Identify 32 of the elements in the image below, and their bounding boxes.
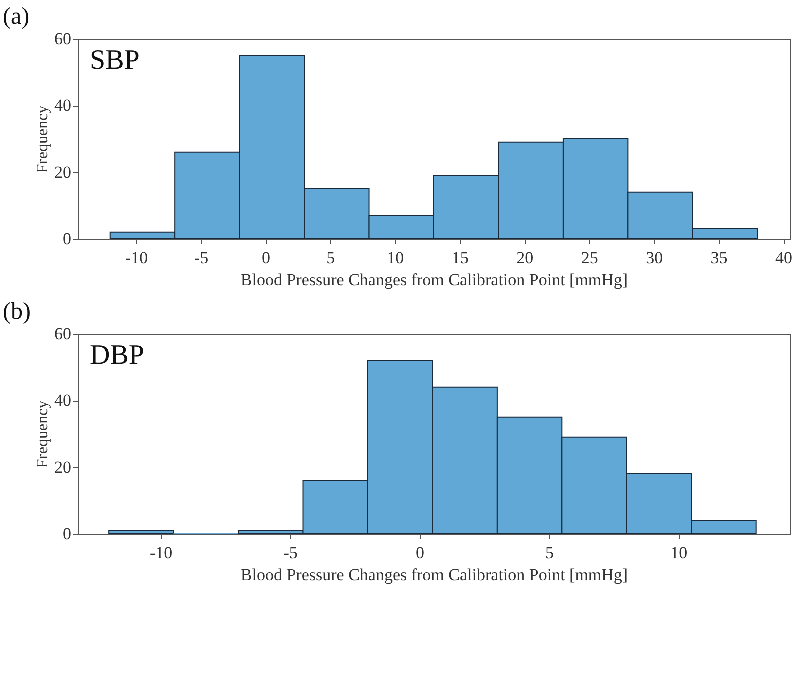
y-tick-label: 20: [54, 162, 72, 182]
x-tick-label: 40: [776, 248, 793, 268]
x-axis-title: Blood Pressure Changes from Calibration Point [mmHg]: [240, 566, 628, 584]
y-tick-label: 40: [54, 96, 72, 116]
x-axis-title: Blood Pressure Changes from Calibration Point [mmHg]: [240, 270, 628, 290]
y-tick-label: 60: [54, 30, 72, 48]
x-tick-label: 15: [452, 248, 469, 268]
x-tick-label: -10: [150, 544, 173, 562]
y-tick-label: 40: [54, 391, 72, 410]
x-tick-label: 35: [710, 248, 728, 268]
y-axis-title: Frequency: [34, 400, 52, 468]
y-axis-title: Frequency: [34, 106, 52, 174]
y-tick-label: 0: [63, 524, 72, 544]
y-tick-label: 0: [63, 230, 72, 248]
annotation: SBP: [90, 45, 140, 76]
annotation: DBP: [90, 340, 144, 371]
x-tick-label: 5: [326, 248, 336, 268]
x-tick-label: 10: [387, 248, 404, 268]
x-tick-label: 20: [516, 248, 534, 268]
y-tick-label: 60: [54, 324, 72, 344]
x-tick-label: 0: [416, 544, 425, 562]
x-tick-label: 5: [545, 544, 554, 562]
x-tick-label: 10: [670, 544, 688, 562]
x-tick-label: 25: [581, 248, 598, 268]
x-tick-label: 0: [262, 248, 270, 268]
x-tick-label: -10: [125, 248, 148, 268]
x-tick-label: 30: [646, 248, 664, 268]
x-tick-label: -5: [284, 544, 298, 562]
x-tick-label: -5: [194, 248, 209, 268]
text: (b): [3, 299, 31, 325]
y-tick-label: 20: [54, 458, 72, 477]
text: (a): [3, 4, 30, 30]
